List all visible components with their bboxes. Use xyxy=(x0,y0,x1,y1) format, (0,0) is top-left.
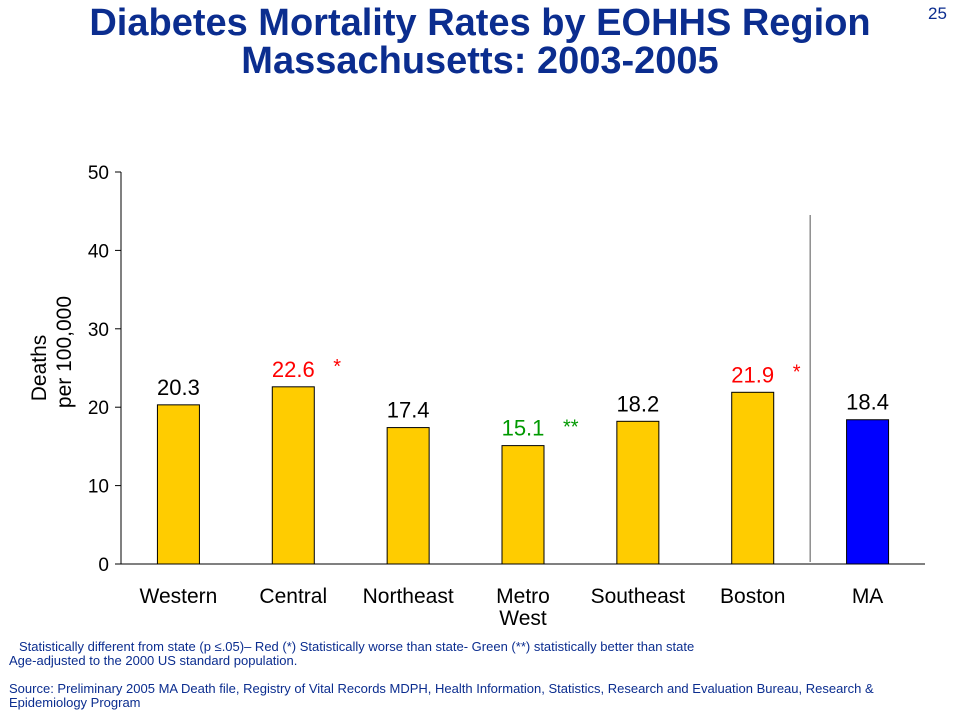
title-line-2: Massachusetts: 2003-2005 xyxy=(241,40,719,82)
x-tick-label: Northeast xyxy=(363,585,454,608)
data-label: 18.2 xyxy=(616,391,659,416)
footnotes: Statistically different from state (p ≤.… xyxy=(9,640,949,710)
age-adjusted-note: Age-adjusted to the 2000 US standard pop… xyxy=(9,653,298,668)
significance-note: Statistically different from state (p ≤.… xyxy=(19,639,695,654)
data-label: 20.3 xyxy=(157,375,200,400)
bar-northeast xyxy=(386,427,430,565)
y-axis-label-line-2: per 100,000 xyxy=(53,296,76,408)
data-label: 21.9 xyxy=(731,362,774,387)
x-tick-label: Boston xyxy=(720,585,785,608)
x-tick-label: Southeast xyxy=(591,585,686,608)
significance-marker: * xyxy=(333,356,341,378)
x-tick-label: West xyxy=(499,607,547,630)
data-label: 17.4 xyxy=(387,398,430,423)
bar-central xyxy=(271,386,315,565)
data-label: 22.6 xyxy=(272,357,315,382)
bar-boston xyxy=(731,391,775,565)
bar-chart: 0 10 20 30 40 50 Deaths per 100,000 20.3 Western 2… xyxy=(28,163,925,630)
x-tick-label: Western xyxy=(140,585,218,608)
y-tick-label: 30 xyxy=(88,320,109,341)
source-note: Source: Preliminary 2005 MA Death file, … xyxy=(9,681,874,710)
y-tick-label: 10 xyxy=(88,477,109,498)
page-number: 25 xyxy=(928,4,947,23)
y-tick-label: 20 xyxy=(88,398,109,419)
significance-marker: ** xyxy=(563,417,579,439)
y-tick-label: 40 xyxy=(88,241,109,262)
data-label: 18.4 xyxy=(846,390,889,415)
significance-marker: * xyxy=(793,361,801,383)
chart-title: Diabetes Mortality Rates by EOHHS Region… xyxy=(0,4,960,80)
data-label: 15.1 xyxy=(502,416,545,441)
x-tick-label: Metro xyxy=(496,585,550,608)
y-tick-label: 50 xyxy=(88,163,109,184)
x-tick-label: Central xyxy=(259,585,327,608)
y-tick-label: 0 xyxy=(98,555,109,576)
bar-western xyxy=(156,404,200,565)
bar-metro-west xyxy=(501,445,545,565)
title-line-1: Diabetes Mortality Rates by EOHHS Region xyxy=(89,2,871,44)
y-axis-label-line-1: Deaths xyxy=(28,335,51,402)
bar-southeast xyxy=(616,420,660,565)
bar-ma xyxy=(846,419,890,565)
x-tick-label: MA xyxy=(852,585,884,608)
